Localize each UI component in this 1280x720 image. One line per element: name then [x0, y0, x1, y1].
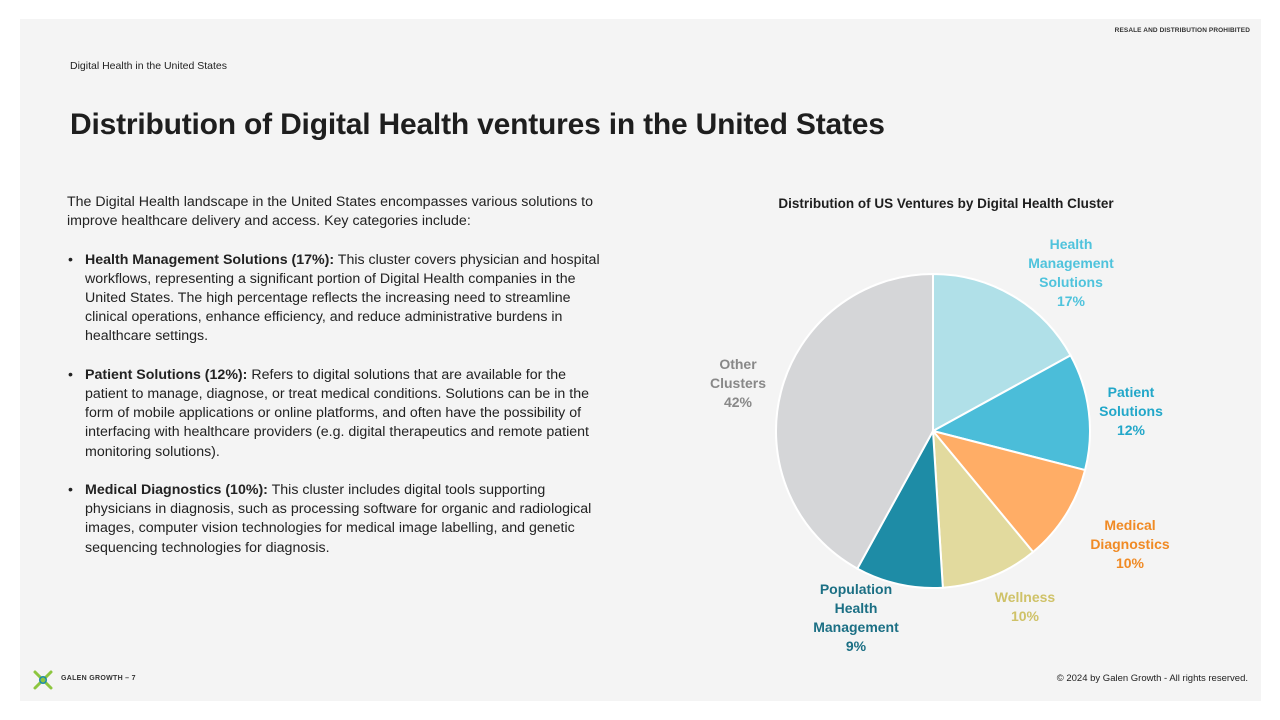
pie-slice-wellness	[931, 427, 1035, 589]
slice-value-label: 42%	[724, 394, 753, 410]
slice-name-line: Solutions	[1099, 403, 1163, 419]
slice-value-label: 17%	[1057, 293, 1086, 309]
copyright: © 2024 by Galen Growth - All rights rese…	[1056, 673, 1248, 684]
category-heading: Patient Solutions (12%):	[85, 366, 248, 383]
slice-label-wellness: Wellness 10%	[995, 589, 1056, 624]
slice-name-line: Health	[1050, 236, 1093, 252]
slice-label-medical-diagnostics: Medical Diagnostics 10%	[1090, 517, 1170, 571]
breadcrumb: Digital Health in the United States	[70, 60, 228, 72]
slice-name-line: Other	[719, 356, 757, 372]
slice-name-line: Population	[820, 581, 892, 597]
category-item: • Medical Diagnostics (10%): This cluste…	[67, 481, 612, 558]
body-text: The Digital Health landscape in the Unit…	[67, 193, 612, 577]
slice-label-population-health-management: Population Health Management 9%	[813, 581, 899, 654]
category-item: • Patient Solutions (12%): Refers to dig…	[67, 366, 612, 462]
slice-name-line: Solutions	[1039, 274, 1103, 290]
slice-label-health-management-solutions: Health Management Solutions 17%	[1028, 236, 1114, 309]
category-text: This cluster covers physician and hospit…	[85, 251, 600, 345]
slice-value-label: 10%	[1011, 608, 1040, 624]
category-text: This cluster includes digital tools supp…	[85, 482, 592, 556]
pie-slice-population-health-management	[856, 427, 944, 589]
bullet-icon: •	[68, 251, 73, 268]
category-heading: Health Management Solutions (17%):	[85, 251, 335, 268]
slide: RESALE AND DISTRIBUTION PROHIBITED Digit…	[20, 19, 1261, 701]
slice-name-line: Management	[1028, 255, 1114, 271]
page-title: Distribution of Digital Health ventures …	[70, 108, 885, 141]
slice-name-line: Medical	[1104, 517, 1155, 533]
slice-value-label: 10%	[1116, 555, 1145, 571]
pie-slice-other-clusters	[775, 272, 934, 570]
slice-name-line: Clusters	[710, 375, 766, 391]
chart-title: Distribution of US Ventures by Digital H…	[778, 196, 1114, 211]
pie-slice-health-management-solutions	[932, 272, 1072, 433]
bullet-icon: •	[68, 482, 73, 498]
slice-value-label: 12%	[1117, 422, 1146, 438]
intro-paragraph: The Digital Health landscape in the Unit…	[67, 194, 594, 230]
category-list: • Health Management Solutions (17%): Thi…	[67, 251, 612, 558]
pie-labels: Health Management Solutions 17% Patient Solut…	[710, 236, 1170, 654]
category-heading: Medical Diagnostics (10%):	[85, 482, 268, 498]
slice-label-patient-solutions: Patient Solutions 12%	[1099, 384, 1163, 438]
slice-label-other-clusters: Other Clusters 42%	[710, 356, 766, 410]
bullet-icon: •	[68, 366, 73, 383]
slice-name-line: Wellness	[995, 589, 1056, 605]
pie-slices	[775, 272, 1092, 589]
distribution-notice: RESALE AND DISTRIBUTION PROHIBITED	[1114, 27, 1250, 34]
pie-slice-patient-solutions	[930, 354, 1092, 472]
slice-value-label: 9%	[846, 638, 867, 654]
footer-brand: GALEN GROWTH – 7	[61, 675, 136, 682]
galen-growth-logo-icon	[33, 670, 53, 690]
slice-name-line: Diagnostics	[1090, 536, 1170, 552]
pie-slice-medical-diagnostics	[930, 429, 1087, 554]
slice-name-line: Patient	[1108, 384, 1155, 400]
slice-name-line: Health	[835, 600, 878, 616]
pie-chart: Distribution of US Ventures by Digital H…	[710, 196, 1170, 654]
category-item: • Health Management Solutions (17%): Thi…	[67, 251, 612, 347]
category-text: Refers to digital solutions that are ava…	[85, 366, 589, 460]
slice-name-line: Management	[813, 619, 899, 635]
